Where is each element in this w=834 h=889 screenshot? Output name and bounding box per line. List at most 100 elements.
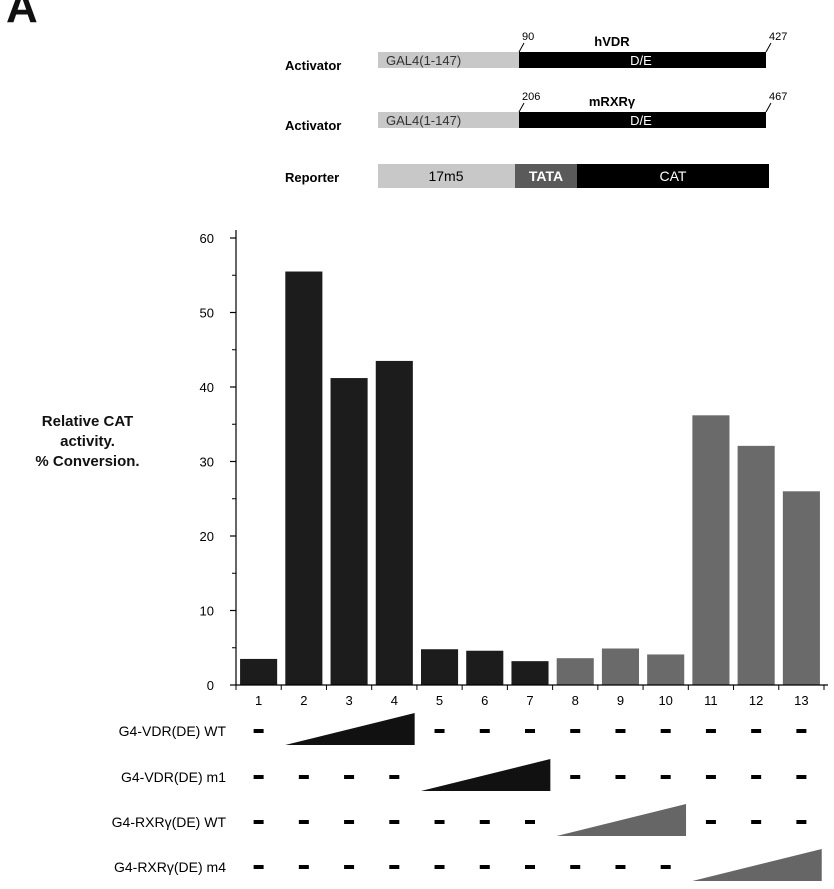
absent-dash — [796, 775, 807, 779]
bar-12 — [737, 445, 775, 685]
x-tick-label: 8 — [572, 693, 579, 708]
bar-9 — [601, 648, 640, 685]
absent-dash — [298, 775, 309, 779]
construct-role-3: Reporter — [285, 170, 339, 185]
y-tick-label: 0 — [207, 678, 214, 693]
absent-dash — [479, 820, 490, 824]
absent-dash — [615, 775, 626, 779]
bar-3 — [330, 378, 368, 685]
absent-dash — [660, 865, 671, 869]
bar-4 — [375, 360, 413, 685]
y-tick-label: 30 — [200, 455, 214, 470]
absent-dash — [389, 775, 400, 779]
absent-dash — [434, 729, 445, 733]
reporter-tata-label: TATA — [529, 168, 563, 184]
reporter-17m5-box — [378, 164, 515, 188]
absent-dash — [389, 820, 400, 824]
x-tick-label: 1 — [255, 693, 262, 708]
bar-11 — [692, 415, 730, 685]
domain-label-2: D/E — [630, 113, 652, 128]
panel-label: A — [6, 0, 38, 32]
receptor-name-1: hVDR — [594, 34, 630, 49]
bar-1 — [240, 658, 278, 685]
absent-dash — [660, 729, 671, 733]
construct-role-1: Activator — [285, 58, 341, 73]
dose-ramp-1 — [285, 713, 415, 745]
construct-role-2: Activator — [285, 118, 341, 133]
reporter-cat-box — [577, 164, 769, 188]
start-residue-2: 206 — [522, 91, 540, 103]
gal4-box-2 — [378, 112, 519, 128]
absent-dash — [615, 865, 626, 869]
ligand-binding-box-1 — [519, 52, 766, 68]
absent-dash — [570, 729, 581, 733]
gal4-label-2: GAL4(1-147) — [386, 113, 461, 128]
dose-ramp-2 — [420, 759, 551, 791]
end-tick-2 — [765, 102, 772, 113]
x-tick-label: 2 — [300, 693, 307, 708]
absent-dash — [525, 865, 535, 869]
absent-dash — [705, 729, 716, 733]
ligand-binding-box-2 — [519, 112, 766, 128]
reporter-cat-label: CAT — [660, 168, 687, 184]
condition-label-3: G4-RXRγ(DE) WT — [112, 814, 227, 830]
x-tick-label: 4 — [391, 693, 398, 708]
x-tick-label: 11 — [704, 693, 718, 708]
absent-dash — [344, 775, 355, 779]
absent-dash — [479, 865, 490, 869]
absent-dash — [479, 729, 490, 733]
absent-dash — [298, 820, 309, 824]
absent-dash — [751, 775, 762, 779]
bar-7 — [511, 661, 549, 685]
y-tick-label: 40 — [200, 380, 214, 395]
absent-dash — [705, 775, 716, 779]
reporter-17m5-label: 17m5 — [428, 168, 463, 184]
absent-dash — [796, 820, 807, 824]
y-tick-label: 50 — [200, 306, 214, 321]
absent-dash — [615, 729, 626, 733]
y-tick-label: 60 — [200, 231, 214, 246]
bar-6 — [466, 650, 504, 685]
receptor-name-2: mRXRγ — [589, 94, 636, 109]
x-tick-label: 5 — [436, 693, 443, 708]
gal4-label-1: GAL4(1-147) — [386, 53, 461, 68]
absent-dash — [344, 865, 355, 869]
x-tick-label: 13 — [794, 693, 808, 708]
end-residue-1: 427 — [769, 31, 787, 43]
absent-dash — [751, 820, 762, 824]
absent-dash — [705, 820, 716, 824]
x-tick-label: 7 — [526, 693, 533, 708]
bar-10 — [647, 654, 685, 685]
x-tick-label: 10 — [658, 693, 672, 708]
y-tick-label: 10 — [200, 604, 214, 619]
bar-8 — [556, 658, 594, 685]
y-axis-label-line-3: % Conversion. — [35, 453, 140, 470]
gal4-box-1 — [378, 52, 519, 68]
x-tick-label: 3 — [345, 693, 352, 708]
bar-13 — [782, 491, 820, 685]
start-tick-1 — [518, 42, 525, 53]
absent-dash — [253, 775, 264, 779]
absent-dash — [570, 775, 581, 779]
absent-dash — [298, 865, 309, 869]
absent-dash — [660, 775, 671, 779]
dose-ramp-4 — [692, 849, 822, 881]
end-residue-2: 467 — [769, 91, 787, 103]
start-tick-2 — [518, 102, 525, 113]
dose-ramp-3 — [556, 804, 687, 836]
x-tick-label: 12 — [749, 693, 763, 708]
absent-dash — [751, 729, 762, 733]
absent-dash — [525, 729, 535, 733]
domain-label-1: D/E — [630, 53, 652, 68]
absent-dash — [525, 820, 535, 824]
reporter-tata-box — [515, 164, 577, 188]
bar-2 — [285, 271, 323, 685]
absent-dash — [253, 820, 264, 824]
y-axis-label: Relative CAT activity. % Conversion. — [0, 412, 175, 472]
absent-dash — [434, 820, 445, 824]
x-tick-label: 6 — [481, 693, 488, 708]
absent-dash — [253, 729, 264, 733]
y-axis-label-line-1: Relative CAT — [41, 413, 134, 430]
